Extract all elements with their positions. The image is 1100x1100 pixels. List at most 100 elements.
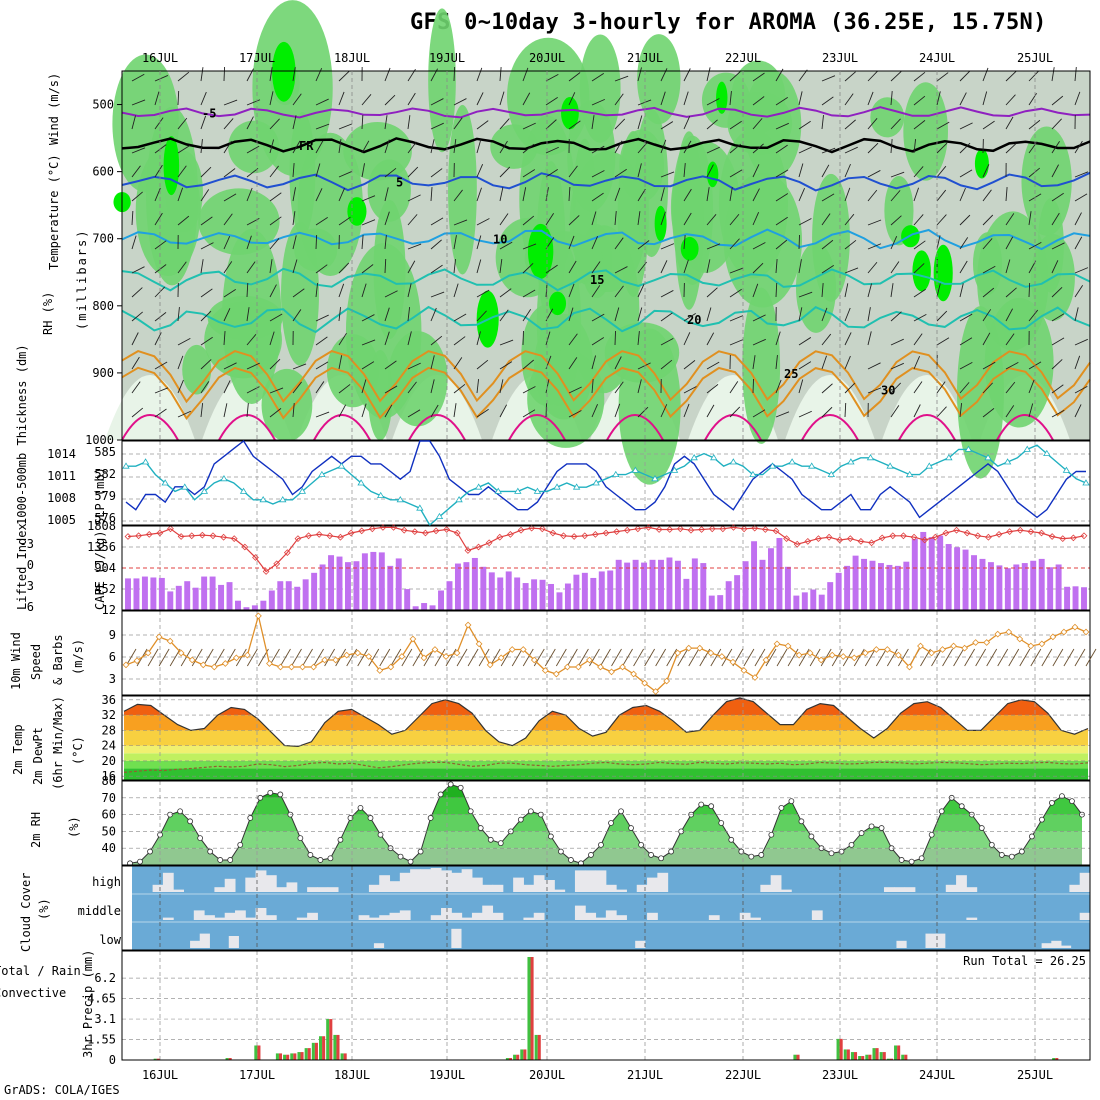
wind-barb xyxy=(614,285,624,298)
pressure-tick: 500 xyxy=(92,98,114,112)
li-point xyxy=(868,539,875,547)
thickness-point xyxy=(1043,449,1051,457)
wind-barb xyxy=(499,213,509,226)
wind-barb xyxy=(453,259,456,274)
saturated-region xyxy=(680,236,699,261)
wind-barb xyxy=(291,648,302,667)
cape-bar xyxy=(1081,587,1087,610)
wind-barb xyxy=(545,283,548,298)
wind-barb xyxy=(683,140,692,154)
wind-barb xyxy=(660,312,673,322)
wind-barb xyxy=(890,261,900,274)
cloud-cell xyxy=(389,912,401,920)
wind-barb xyxy=(729,187,733,202)
wind-barb xyxy=(361,219,376,226)
date-label-top: 17JUL xyxy=(239,51,275,65)
wind-point xyxy=(983,639,991,646)
wind-barb xyxy=(1028,167,1041,178)
cloud-cell xyxy=(214,887,226,892)
wind-barb xyxy=(147,648,159,667)
moist-region xyxy=(448,104,477,275)
precip-frame xyxy=(121,950,1091,1061)
wind-barb xyxy=(453,117,463,130)
wind-barb xyxy=(936,165,947,178)
li-point xyxy=(347,529,355,537)
wind-barb xyxy=(169,648,181,667)
wind-barb xyxy=(338,404,347,418)
moist-region xyxy=(957,306,1004,479)
wind-barb xyxy=(384,331,390,346)
pressure-axis-label: (millibars) xyxy=(75,229,89,330)
wind-barb xyxy=(246,116,254,130)
cloud-cell xyxy=(533,912,545,920)
wind-barb xyxy=(913,120,926,130)
wind-barb xyxy=(821,115,824,130)
wind-barb xyxy=(131,191,143,202)
wind-barb xyxy=(798,410,812,418)
cape-bar xyxy=(378,552,385,610)
wind-barb xyxy=(591,115,595,130)
thickness-point xyxy=(161,479,169,486)
wind-barb xyxy=(706,307,712,322)
wind-barb xyxy=(338,384,351,394)
wind-barb xyxy=(982,120,995,130)
wind-barb xyxy=(302,648,313,667)
wind-barb xyxy=(867,118,878,130)
wind-barb xyxy=(660,187,665,202)
wind-barb xyxy=(131,332,139,346)
rh-point xyxy=(467,808,474,815)
thickness-point xyxy=(592,479,600,486)
wind-barb xyxy=(544,648,556,667)
cape-bar xyxy=(522,583,529,610)
moist-region xyxy=(718,128,788,279)
wind-barb xyxy=(752,143,764,154)
wind-barb xyxy=(361,314,375,322)
cloud-cell xyxy=(152,884,164,892)
wind-barb xyxy=(942,648,953,667)
cape-bar xyxy=(962,549,969,610)
wind-barb xyxy=(821,264,834,274)
cloud-cell xyxy=(811,910,823,920)
cloud-cell xyxy=(966,887,978,892)
moist-region xyxy=(870,97,905,138)
wind-barb xyxy=(821,333,832,346)
wind-barb xyxy=(568,307,574,322)
wind-barb xyxy=(821,96,834,106)
wind-barb xyxy=(591,313,605,322)
temp-axis-label: 2m DewPt xyxy=(31,727,45,785)
wind-barb xyxy=(246,99,261,106)
cape-bar xyxy=(505,571,512,610)
cloud-cell xyxy=(616,889,627,892)
wind-barb xyxy=(200,310,212,322)
wind-barb xyxy=(407,92,416,106)
wind-barb xyxy=(959,214,971,226)
wind-barb xyxy=(798,361,812,370)
wind-barb xyxy=(131,73,145,82)
wind-barb xyxy=(1005,333,1015,346)
wind-barb xyxy=(890,71,902,82)
wind-barb xyxy=(959,169,973,178)
wind-barb xyxy=(407,307,411,322)
rh-point xyxy=(1028,833,1035,840)
precip-total-bar xyxy=(513,1054,517,1060)
wind-barb xyxy=(154,144,167,154)
wind-barb xyxy=(775,411,790,418)
thickness-point xyxy=(847,458,855,465)
wind-barb xyxy=(384,94,396,106)
wind-barb xyxy=(545,213,555,226)
wind-barb xyxy=(688,648,700,667)
wind-barb xyxy=(361,283,367,298)
rh-point xyxy=(618,808,624,815)
wind-barb xyxy=(660,290,674,298)
temperature-contour-35 xyxy=(898,414,956,441)
wind-barb xyxy=(499,259,503,274)
wind-point xyxy=(155,633,163,641)
wind-barb xyxy=(292,211,296,226)
wind-point xyxy=(343,651,351,659)
temp-axis-label: (°C) xyxy=(71,736,85,765)
rh-point xyxy=(658,855,665,862)
thickness-point xyxy=(572,483,581,490)
cloud-cell xyxy=(750,917,761,920)
wind-barb xyxy=(591,355,597,370)
li-point xyxy=(995,531,1003,538)
